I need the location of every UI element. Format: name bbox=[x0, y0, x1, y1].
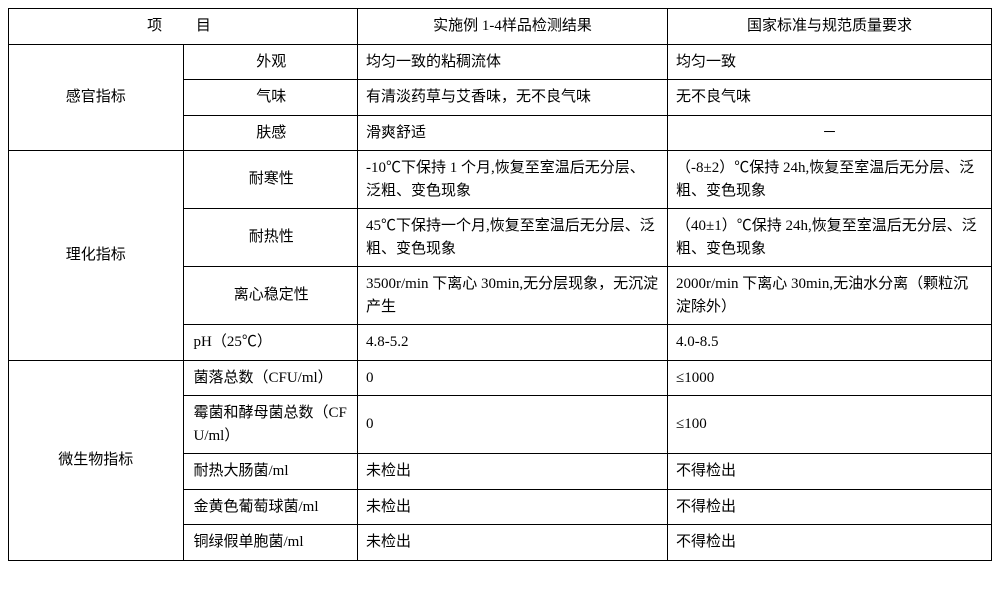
result-cell: 未检出 bbox=[358, 525, 668, 561]
group-label: 微生物指标 bbox=[9, 360, 184, 560]
result-cell: 滑爽舒适 bbox=[358, 115, 668, 151]
item-cell: pH（25℃） bbox=[183, 325, 358, 361]
standard-cell: （-8±2）℃保持 24h,恢复至室温后无分层、泛粗、变色现象 bbox=[668, 151, 992, 209]
item-cell: 铜绿假单胞菌/ml bbox=[183, 525, 358, 561]
item-cell: 耐热大肠菌/ml bbox=[183, 454, 358, 490]
standard-cell: 不得检出 bbox=[668, 454, 992, 490]
standard-cell: ≤100 bbox=[668, 396, 992, 454]
group-label: 理化指标 bbox=[9, 151, 184, 361]
item-cell: 菌落总数（CFU/ml） bbox=[183, 360, 358, 396]
standard-cell: 无不良气味 bbox=[668, 80, 992, 116]
standard-cell: 均匀一致 bbox=[668, 44, 992, 80]
result-cell: 未检出 bbox=[358, 489, 668, 525]
result-cell: -10℃下保持 1 个月,恢复至室温后无分层、泛粗、变色现象 bbox=[358, 151, 668, 209]
standard-cell: 2000r/min 下离心 30min,无油水分离（颗粒沉淀除外） bbox=[668, 267, 992, 325]
result-cell: 有清淡药草与艾香味，无不良气味 bbox=[358, 80, 668, 116]
table-row: 微生物指标 菌落总数（CFU/ml） 0 ≤1000 bbox=[9, 360, 992, 396]
header-standard: 国家标准与规范质量要求 bbox=[668, 9, 992, 45]
table-row: 理化指标 耐寒性 -10℃下保持 1 个月,恢复至室温后无分层、泛粗、变色现象 … bbox=[9, 151, 992, 209]
result-cell: 3500r/min 下离心 30min,无分层现象，无沉淀产生 bbox=[358, 267, 668, 325]
group-label: 感官指标 bbox=[9, 44, 184, 151]
item-cell: 耐热性 bbox=[183, 209, 358, 267]
item-cell: 气味 bbox=[183, 80, 358, 116]
item-cell: 耐寒性 bbox=[183, 151, 358, 209]
item-cell: 外观 bbox=[183, 44, 358, 80]
standard-cell: 4.0-8.5 bbox=[668, 325, 992, 361]
result-cell: 0 bbox=[358, 360, 668, 396]
item-cell: 霉菌和酵母菌总数（CFU/ml） bbox=[183, 396, 358, 454]
result-cell: 均匀一致的粘稠流体 bbox=[358, 44, 668, 80]
result-cell: 未检出 bbox=[358, 454, 668, 490]
result-cell: 0 bbox=[358, 396, 668, 454]
header-row: 项 目 实施例 1-4样品检测结果 国家标准与规范质量要求 bbox=[9, 9, 992, 45]
table-row: 感官指标 外观 均匀一致的粘稠流体 均匀一致 bbox=[9, 44, 992, 80]
result-cell: 45℃下保持一个月,恢复至室温后无分层、泛粗、变色现象 bbox=[358, 209, 668, 267]
item-cell: 金黄色葡萄球菌/ml bbox=[183, 489, 358, 525]
standard-cell: 不得检出 bbox=[668, 525, 992, 561]
standard-cell: ≤1000 bbox=[668, 360, 992, 396]
item-cell: 离心稳定性 bbox=[183, 267, 358, 325]
item-cell: 肤感 bbox=[183, 115, 358, 151]
result-cell: 4.8-5.2 bbox=[358, 325, 668, 361]
header-project: 项 目 bbox=[9, 9, 358, 45]
standard-cell: 不得检出 bbox=[668, 489, 992, 525]
standard-cell: － bbox=[668, 115, 992, 151]
standard-cell: （40±1）℃保持 24h,恢复至室温后无分层、泛粗、变色现象 bbox=[668, 209, 992, 267]
spec-table: 项 目 实施例 1-4样品检测结果 国家标准与规范质量要求 感官指标 外观 均匀… bbox=[8, 8, 992, 561]
header-results: 实施例 1-4样品检测结果 bbox=[358, 9, 668, 45]
